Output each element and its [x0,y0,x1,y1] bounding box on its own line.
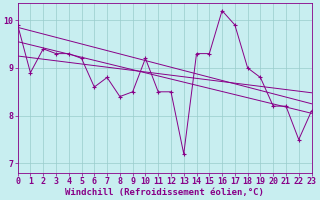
X-axis label: Windchill (Refroidissement éolien,°C): Windchill (Refroidissement éolien,°C) [65,188,264,197]
